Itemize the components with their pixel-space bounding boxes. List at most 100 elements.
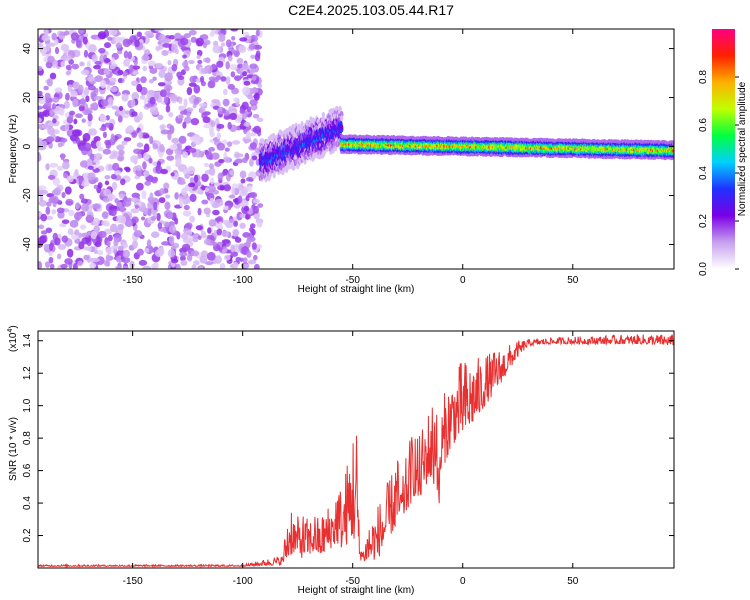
- spectrogram-cell: [203, 238, 211, 245]
- spectrogram-cell: [56, 253, 62, 260]
- spectrogram-cell: [166, 155, 175, 161]
- spectrogram-cell: [118, 105, 124, 111]
- spectrogram-cell: [164, 72, 173, 82]
- spectrogram-cell: [189, 215, 195, 223]
- spectrogram-cell: [54, 237, 61, 246]
- spectrogram-cell: [72, 98, 79, 108]
- spectrogram-cell: [245, 239, 251, 248]
- spectrogram-cell: [140, 76, 147, 84]
- spectrogram-cell: [223, 254, 231, 261]
- spectrogram-cell: [105, 246, 115, 255]
- spectrogram-cell: [202, 42, 207, 49]
- spectrogram-cell: [340, 115, 344, 122]
- spectrogram-cell: [89, 262, 97, 269]
- spectrogram-cell: [109, 29, 118, 36]
- spectrogram-cell: [206, 251, 216, 261]
- spectrogram-cell: [131, 80, 139, 87]
- spectrogram-cell: [64, 30, 70, 36]
- spectrogram-cell: [250, 54, 256, 60]
- spectrogram-cell: [152, 76, 157, 81]
- spectrogram-cell: [68, 58, 74, 65]
- spectrogram-cell: [246, 250, 252, 258]
- spectrogram-cell: [211, 99, 220, 104]
- spectrogram-cell: [138, 111, 143, 121]
- spectrogram-cell: [110, 173, 117, 180]
- spectrogram-cell: [230, 29, 239, 32]
- spectrogram-cell: [122, 70, 128, 77]
- spectrogram-cell: [135, 182, 144, 191]
- spectrogram-cell: [115, 42, 123, 49]
- spectrogram-cell: [102, 197, 110, 203]
- spectrogram-cell: [182, 210, 192, 217]
- spectrogram-cell: [40, 230, 48, 235]
- spectrogram-cell: [232, 140, 241, 145]
- spectrogram-cell: [239, 213, 248, 218]
- spectrogram-cell: [254, 53, 261, 62]
- spectrogram-cell: [159, 143, 165, 153]
- spectrogram-cell: [242, 62, 249, 71]
- spectrogram-cell: [157, 222, 163, 230]
- spectrogram-cell: [227, 141, 233, 147]
- spectrogram-cell: [248, 43, 256, 50]
- spectrogram-cell: [137, 153, 143, 160]
- spectrogram-cell: [93, 184, 99, 190]
- spectrogram-cell: [240, 178, 246, 184]
- spectrogram-cell: [109, 77, 117, 84]
- spectrogram-cell: [109, 208, 117, 217]
- spectrogram-cell: [143, 97, 149, 105]
- spectrogram-cell: [103, 188, 112, 197]
- spectrogram-cell: [134, 39, 140, 48]
- spectrogram-cell: [143, 170, 150, 177]
- spectrogram-cell: [74, 229, 80, 236]
- spectrogram-cell: [163, 182, 170, 190]
- spectrogram-cell: [61, 137, 68, 143]
- spectrogram-cell: [253, 254, 258, 261]
- spectrogram-cell: [222, 88, 228, 96]
- spectrogram-cell: [224, 147, 230, 152]
- spectrogram-cell: [232, 229, 239, 237]
- spectrogram-cell: [249, 132, 257, 137]
- spectrogram-cell: [243, 205, 250, 212]
- spectrogram-cell: [38, 96, 46, 105]
- spectrogram-cell: [176, 143, 183, 151]
- spectrogram-cell: [219, 185, 225, 191]
- spectrogram-cell: [107, 234, 113, 242]
- spectrogram-cell: [148, 90, 156, 96]
- spectrogram-cell: [45, 215, 54, 221]
- spectrogram-cell: [249, 88, 259, 94]
- spectrogram-cell: [192, 237, 199, 243]
- spectrogram-cell: [243, 80, 251, 86]
- spectrogram-cell: [201, 250, 208, 258]
- spectrogram-cell: [65, 70, 71, 76]
- spectrogram-cell: [213, 182, 221, 187]
- spectrogram-cell: [240, 187, 248, 196]
- spectrogram-cell: [197, 59, 203, 65]
- spectrogram-cell: [229, 112, 238, 121]
- spectrogram-cell: [234, 153, 244, 158]
- spectrogram-cell: [56, 165, 64, 171]
- spectrogram-cell: [60, 43, 70, 52]
- spectrogram-cell: [143, 134, 150, 139]
- spectrogram-cell: [253, 92, 260, 101]
- spectrogram-cell: [193, 138, 202, 146]
- spectrogram-cell: [130, 99, 136, 108]
- spectrogram-cell: [73, 212, 83, 221]
- spectrogram-cell: [104, 57, 111, 64]
- spectrogram-cell: [189, 193, 197, 203]
- spectrogram-cell: [236, 57, 244, 65]
- spectrogram-cell: [43, 85, 49, 91]
- spectrogram-cell: [247, 259, 257, 265]
- spectrogram-cell: [56, 207, 65, 214]
- spectrogram-cell: [245, 177, 254, 182]
- spectrogram-cell: [210, 177, 215, 185]
- spectrogram-cell: [97, 31, 107, 40]
- spectrogram-cell: [131, 92, 140, 101]
- spectrogram-cell: [321, 111, 325, 118]
- spectrogram-cell: [74, 168, 79, 176]
- spectrogram-cell: [231, 35, 236, 41]
- spectrogram-cell: [231, 187, 236, 196]
- spectrogram-cell: [181, 243, 191, 251]
- spectrogram-cell: [201, 173, 209, 182]
- spectrogram-cell: [170, 172, 175, 177]
- spectrogram-cell: [102, 131, 107, 139]
